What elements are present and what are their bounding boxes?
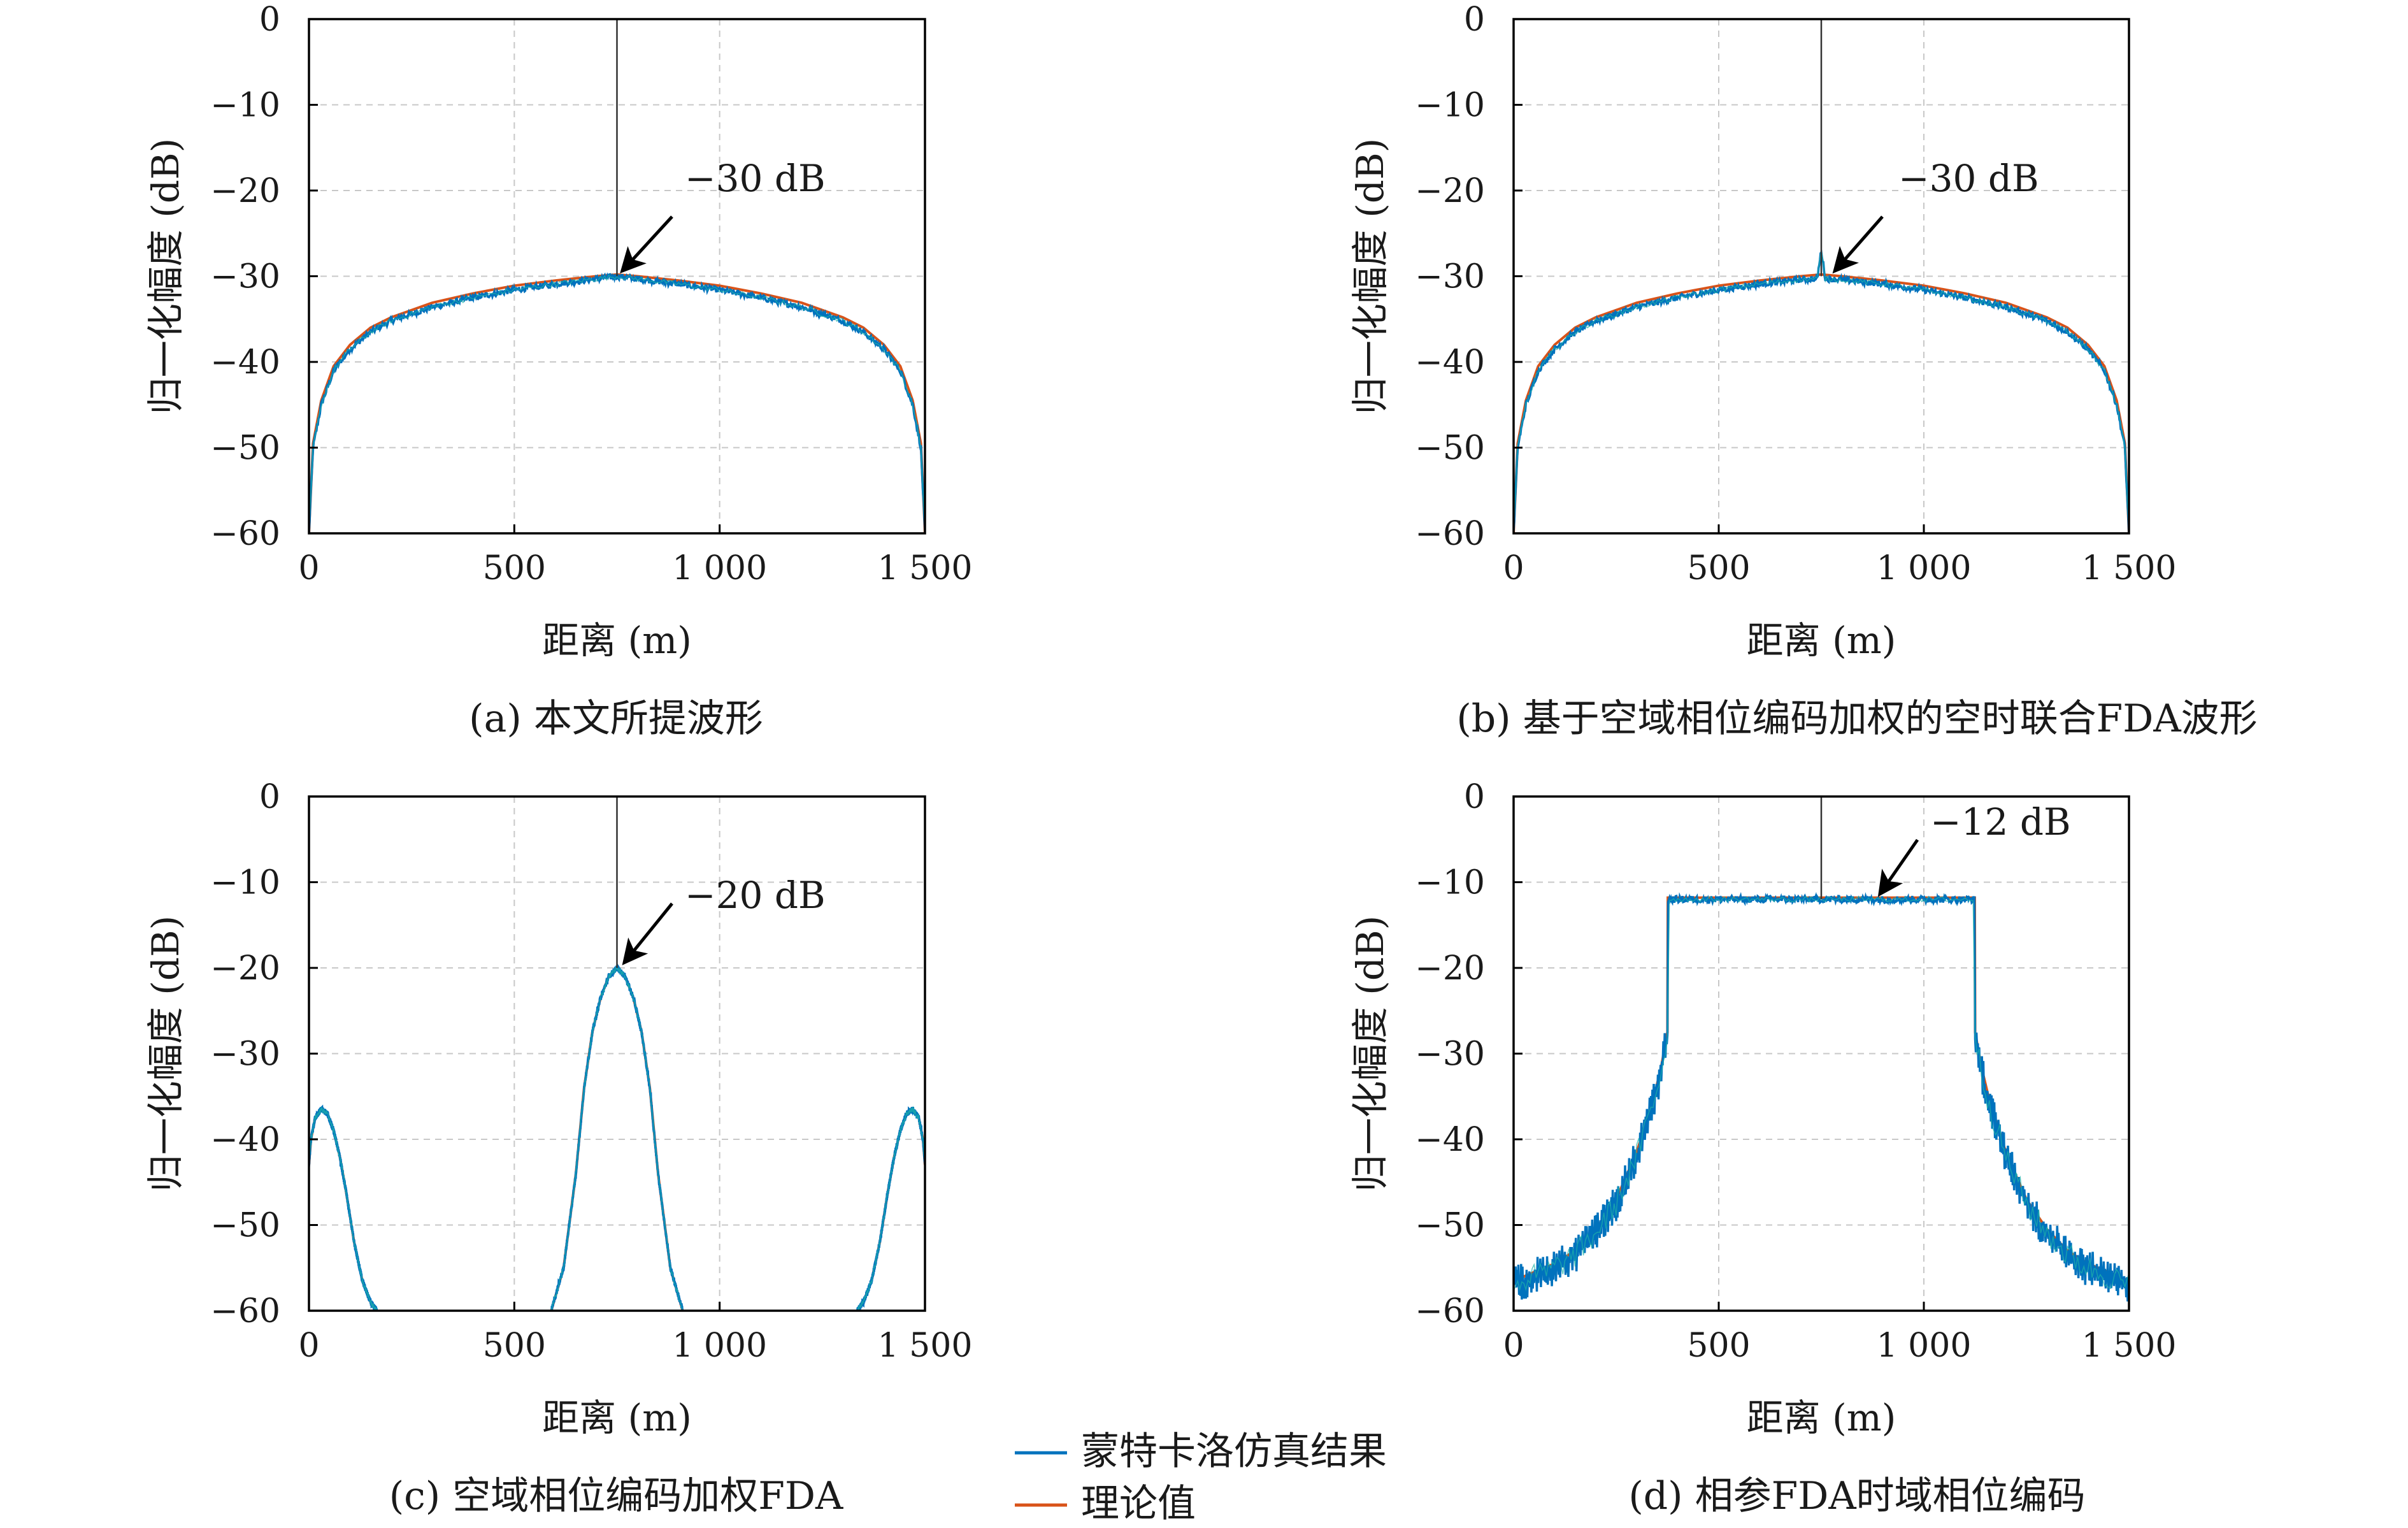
ytick-label-b-0: 0	[1464, 1, 1485, 39]
annotation-arrow-b	[1832, 215, 1884, 274]
caption-a: (a) 本文所提波形	[469, 696, 763, 741]
xtick-label-a-0: 0	[298, 549, 319, 587]
annotation-text-d: −12 dB	[1930, 800, 2071, 844]
xtick-label-b-2: 1 000	[1877, 549, 1972, 587]
ytick-label-a-4: −40	[210, 343, 280, 382]
panel-d: 0 500 1 000 1 500 0 −10 −20 −30 −40 −50 −60 距离 (m) 归…	[1349, 778, 2176, 1439]
xlabel-d: 距离 (m)	[1747, 1396, 1896, 1439]
annotation-arrow-d	[1877, 839, 1919, 897]
ylabel-d: 归一化幅度 (dB)	[1349, 916, 1392, 1192]
ytick-label-d-0: 0	[1464, 778, 1485, 816]
ytick-label-c-2: −20	[210, 949, 280, 988]
panel-a: 0 500 1 000 1 500 0 −10 −20 −30 −40 −50 −60 距离 (m) 归…	[144, 1, 972, 662]
xtick-label-b-0: 0	[1503, 549, 1524, 587]
ytick-label-a-2: −20	[210, 172, 280, 210]
panel-b: 0 500 1 000 1 500 0 −10 −20 −30 −40 −50 −60 距离 (m) 归…	[1349, 1, 2176, 662]
xtick-label-d-0: 0	[1503, 1327, 1524, 1365]
xtick-label-c-0: 0	[298, 1327, 319, 1365]
panel-c: 0 500 1 000 1 500 0 −10 −20 −30 −40 −50 −60 距离 (m) 归…	[144, 778, 972, 1439]
ytick-label-a-0: 0	[259, 1, 280, 39]
series-simulation-overlay-c-2	[856, 1106, 925, 1311]
annotation-arrow-a	[620, 215, 673, 274]
ytick-label-b-3: −30	[1415, 258, 1485, 296]
series-simulation-overlay-c-1	[550, 966, 683, 1311]
xlabel-b: 距离 (m)	[1747, 619, 1896, 662]
ytick-label-b-6: −60	[1415, 515, 1485, 553]
ytick-label-d-4: −40	[1415, 1121, 1485, 1159]
xtick-label-a-2: 1 000	[672, 549, 767, 587]
ytick-label-c-1: −10	[210, 864, 280, 902]
series-simulation-overlay-c-0	[309, 1107, 378, 1311]
xlabel-c: 距离 (m)	[542, 1396, 692, 1439]
xtick-label-d-2: 1 000	[1877, 1327, 1972, 1365]
xtick-label-d-1: 500	[1687, 1327, 1750, 1365]
ytick-label-d-6: −60	[1415, 1292, 1485, 1330]
annotation-text-b: −30 dB	[1898, 157, 2039, 200]
ytick-label-a-1: −10	[210, 87, 280, 125]
xtick-label-b-1: 500	[1687, 549, 1750, 587]
xlabel-a: 距离 (m)	[542, 619, 692, 662]
ytick-label-d-2: −20	[1415, 949, 1485, 988]
xtick-label-b-3: 1 500	[2082, 549, 2177, 587]
ytick-label-c-6: −60	[210, 1292, 280, 1330]
ytick-label-a-3: −30	[210, 258, 280, 296]
ytick-label-b-4: −40	[1415, 343, 1485, 382]
ytick-label-c-5: −50	[210, 1207, 280, 1245]
xtick-label-c-2: 1 000	[672, 1327, 767, 1365]
annotation-text-c: −20 dB	[685, 874, 826, 917]
caption-d: (d) 相参FDA时域相位编码	[1628, 1474, 2085, 1518]
caption-c: (c) 空域相位编码加权FDA	[389, 1474, 843, 1518]
ylabel-b: 归一化幅度 (dB)	[1349, 138, 1392, 414]
legend-label-theory: 理论值	[1081, 1481, 1196, 1526]
legend: 蒙特卡洛仿真结果 理论值	[1015, 1429, 1387, 1526]
series-simulation-d	[1514, 891, 2129, 1302]
ytick-label-d-5: −50	[1415, 1207, 1485, 1245]
ytick-label-d-3: −30	[1415, 1035, 1485, 1074]
xtick-label-d-3: 1 500	[2082, 1327, 2177, 1365]
ytick-label-b-2: −20	[1415, 172, 1485, 210]
annotation-text-a: −30 dB	[685, 157, 826, 200]
ytick-label-c-3: −30	[210, 1035, 280, 1074]
ylabel-a: 归一化幅度 (dB)	[144, 138, 187, 414]
legend-label-simulation: 蒙特卡洛仿真结果	[1081, 1429, 1387, 1474]
xtick-label-a-1: 500	[483, 549, 546, 587]
ytick-label-d-1: −10	[1415, 864, 1485, 902]
ytick-label-a-5: −50	[210, 429, 280, 468]
annotation-arrow-c	[622, 902, 673, 965]
ylabel-c: 归一化幅度 (dB)	[144, 916, 187, 1192]
caption-b: (b) 基于空域相位编码加权的空时联合FDA波形	[1456, 696, 2257, 741]
ytick-label-b-5: −50	[1415, 429, 1485, 468]
ytick-label-c-0: 0	[259, 778, 280, 816]
xtick-label-c-1: 500	[483, 1327, 546, 1365]
xtick-label-a-3: 1 500	[878, 549, 973, 587]
ytick-label-c-4: −40	[210, 1121, 280, 1159]
xtick-label-c-3: 1 500	[878, 1327, 973, 1365]
ytick-label-b-1: −10	[1415, 87, 1485, 125]
ytick-label-a-6: −60	[210, 515, 280, 553]
